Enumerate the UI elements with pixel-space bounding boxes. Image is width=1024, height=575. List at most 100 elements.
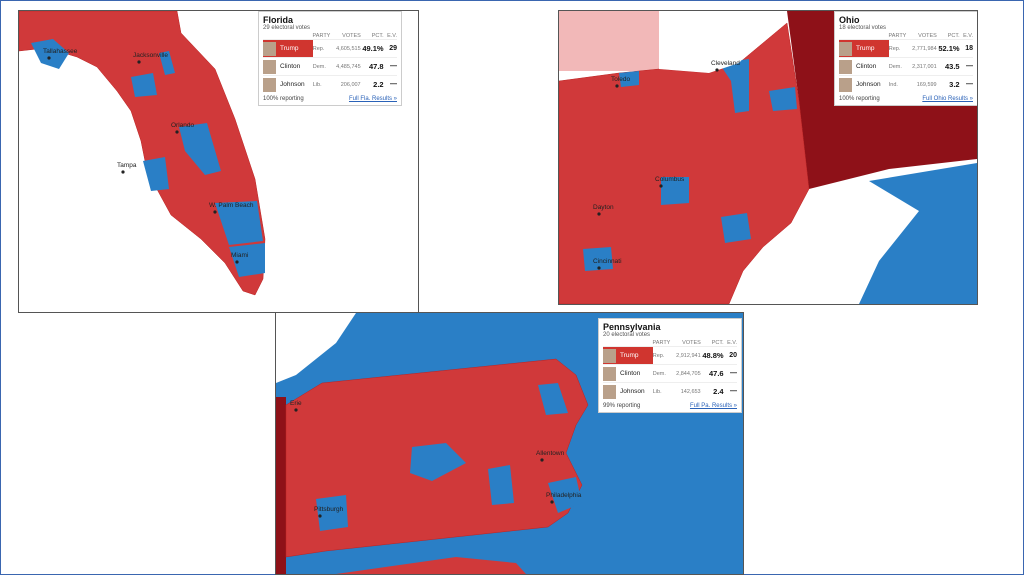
reporting: 99% reporting <box>603 403 641 409</box>
percent: 49.1% <box>362 44 384 53</box>
county-blue <box>719 59 749 113</box>
winner-check <box>599 319 606 325</box>
percent: 48.8% <box>702 351 724 360</box>
box-footer: 100% reporting Full Fla. Results » <box>263 96 397 102</box>
state-title: Florida <box>263 15 294 25</box>
candidate: Clinton <box>603 365 653 382</box>
column-header: PARTY <box>652 340 671 346</box>
votes: 169,599 <box>916 81 937 88</box>
county-blue <box>538 383 568 415</box>
county-blue <box>661 177 689 205</box>
city-dot <box>597 266 601 270</box>
results-box: Ohio 18 electoral votes PARTY VOTES PCT. E.V.… <box>834 11 977 106</box>
candidate: Clinton <box>263 58 313 75</box>
party: Lib. <box>652 388 662 395</box>
candidate-photo <box>263 41 276 56</box>
column-header: VOTES <box>918 33 937 39</box>
candidate-name: Johnson <box>620 388 645 395</box>
column-header: PARTY <box>312 33 331 39</box>
party: Rep. <box>312 45 325 52</box>
candidate-name: Trump <box>620 352 639 359</box>
candidate-photo <box>263 77 276 92</box>
table-header: PARTY VOTES PCT. E.V. <box>603 340 737 346</box>
votes: 142,653 <box>680 388 701 395</box>
results-link[interactable]: Full Ohio Results » <box>922 96 973 102</box>
percent: 2.2 <box>373 80 384 89</box>
county-blue <box>619 71 639 87</box>
city-label: Cleveland <box>711 60 740 67</box>
candidate: Trump <box>835 12 889 57</box>
reporting: 100% reporting <box>839 96 880 102</box>
results-link[interactable]: Full Fla. Results » <box>348 96 397 102</box>
table-header: PARTY VOTES PCT. E.V. <box>263 33 397 39</box>
party: Rep. <box>888 45 901 52</box>
city-label: Jacksonville <box>133 52 168 59</box>
city-label: Allentown <box>536 450 565 457</box>
electoral: 20 <box>729 352 737 359</box>
candidate-name: Trump <box>280 45 299 52</box>
candidate-name: Clinton <box>620 370 641 377</box>
canada <box>559 11 659 71</box>
candidate-photo <box>839 59 852 74</box>
state-title: Ohio <box>839 15 860 25</box>
box-footer: 99% reporting Full Pa. Results » <box>603 403 737 409</box>
candidate: Johnson <box>839 76 889 93</box>
electoral: — <box>730 370 737 377</box>
party: Dem. <box>652 370 666 377</box>
column-header: VOTES <box>342 33 361 39</box>
county-blue <box>316 495 348 531</box>
candidate-row: Clinton Dem. 4,485,745 47.8 — <box>263 57 397 75</box>
candidate-row: Trump Rep. 2,771,984 52.1% 18 <box>835 12 973 57</box>
city-label: Tallahassee <box>43 48 78 55</box>
county-blue <box>229 243 265 277</box>
votes: 4,485,745 <box>336 63 361 70</box>
votes: 2,771,984 <box>912 45 937 52</box>
candidate: Clinton <box>839 58 889 75</box>
city-label: Tampa <box>117 162 137 169</box>
percent: 43.5 <box>944 62 960 71</box>
party: Dem. <box>312 63 326 70</box>
county-blue <box>179 123 221 175</box>
city-label: Columbus <box>655 176 685 183</box>
candidate: Johnson <box>263 76 313 93</box>
city-dot <box>47 56 51 60</box>
electoral: 29 <box>389 45 397 52</box>
party: Dem. <box>888 63 902 70</box>
county-blue <box>31 39 69 69</box>
winner-check <box>835 12 842 18</box>
column-header: VOTES <box>682 340 701 346</box>
state-red <box>19 11 266 296</box>
electoral: — <box>966 63 973 70</box>
electoral: — <box>390 63 397 70</box>
party: Rep. <box>652 352 665 359</box>
results-link[interactable]: Full Pa. Results » <box>689 403 737 409</box>
candidate-name: Johnson <box>280 81 305 88</box>
city-dot <box>235 260 239 264</box>
county-blue <box>215 201 263 245</box>
neighbor-dark <box>276 397 286 574</box>
column-header: E.V. <box>963 33 973 39</box>
votes: 2,844,705 <box>676 370 701 377</box>
city-dot <box>597 212 601 216</box>
florida-map: Tallahassee Jacksonville Orlando Tampa W. Pa… <box>19 11 266 296</box>
box-footer: 100% reporting Full Ohio Results » <box>839 96 973 102</box>
votes: 2,317,001 <box>912 63 937 70</box>
percent: 2.4 <box>713 387 724 396</box>
city-dot <box>213 210 217 214</box>
county-blue <box>410 443 466 481</box>
electoral-votes: 20 electoral votes <box>603 332 651 338</box>
ohio-panel: Cleveland Toledo Columbus Dayton Cincinnati … <box>558 10 978 305</box>
city-dot <box>121 170 125 174</box>
state-title: Pennsylvania <box>603 322 661 332</box>
city-dot <box>615 84 619 88</box>
county-blue <box>488 465 514 505</box>
city-dot <box>540 458 544 462</box>
column-header: E.V. <box>727 340 737 346</box>
column-header: E.V. <box>387 33 397 39</box>
candidate-photo <box>839 41 852 56</box>
results-box: Florida 29 electoral votes PARTY VOTES PCT. E… <box>258 11 402 106</box>
winner-check <box>259 12 266 18</box>
reporting: 100% reporting <box>263 96 304 102</box>
column-header: PCT. <box>371 33 384 39</box>
